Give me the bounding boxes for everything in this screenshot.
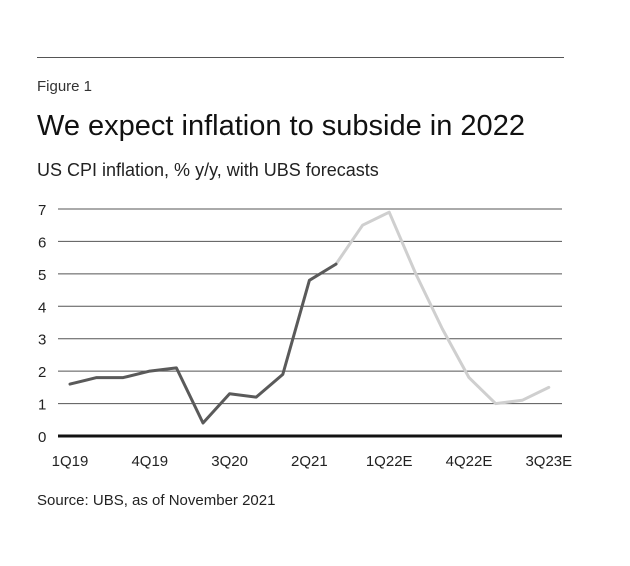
y-tick-label: 2: [38, 364, 46, 381]
series-layer: [68, 210, 551, 425]
y-tick-label: 3: [38, 332, 46, 349]
chart-title: We expect inflation to subside in 2022: [37, 110, 525, 142]
y-tick-label: 0: [38, 429, 46, 446]
x-tick-label: 2Q21: [291, 453, 328, 470]
y-axis-ticks: 0 1 2 3 4 5 6 7: [38, 202, 46, 446]
x-axis-ticks: 1Q19 4Q19 3Q20 2Q21 1Q22E 4Q22E 3Q23E: [52, 453, 573, 470]
x-tick-label: 1Q22E: [366, 453, 413, 470]
actual-series-line: [68, 262, 338, 425]
y-tick-label: 7: [38, 202, 46, 219]
y-tick-label: 4: [38, 299, 46, 316]
x-tick-label: 3Q23E: [525, 453, 572, 470]
inflation-line-chart: 0 1 2 3 4 5 6 7 1Q19 4Q19 3Q20 2Q21 1Q22E 4Q22E 3Q23E: [38, 202, 573, 470]
x-tick-label: 4Q22E: [446, 453, 493, 470]
x-tick-label: 4Q19: [131, 453, 168, 470]
figure-label: Figure 1: [37, 78, 93, 95]
top-rule: [37, 57, 564, 58]
chart-subtitle: US CPI inflation, % y/y, with UBS foreca…: [37, 160, 379, 180]
grid-layer: [58, 208, 562, 438]
y-tick-label: 1: [38, 397, 46, 414]
source-note: Source: UBS, as of November 2021: [37, 492, 276, 509]
y-tick-label: 5: [38, 267, 46, 284]
x-tick-label: 3Q20: [211, 453, 248, 470]
forecast-series-line: [334, 210, 551, 406]
y-tick-label: 6: [38, 234, 46, 251]
x-tick-label: 1Q19: [52, 453, 89, 470]
